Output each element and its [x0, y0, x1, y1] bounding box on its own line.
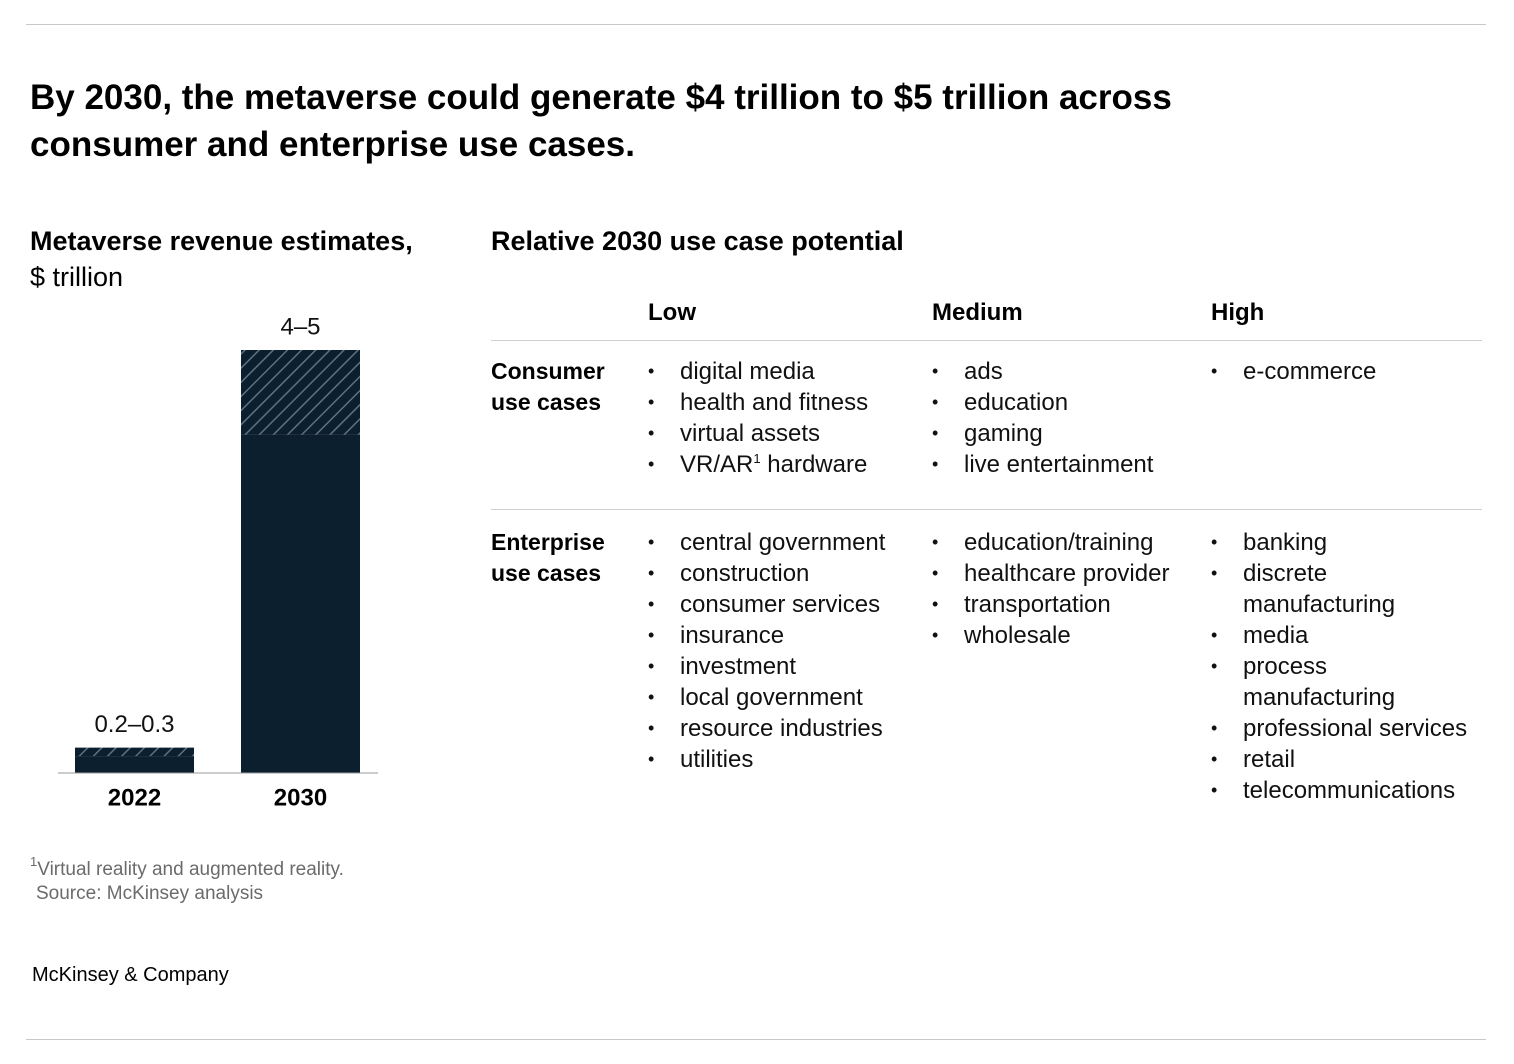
use-case: e-commerce — [1211, 356, 1481, 387]
use-case-list: central governmentconstructionconsumer s… — [648, 527, 928, 775]
x-tick-label: 2030 — [274, 784, 327, 811]
use-case: digital media — [648, 356, 928, 387]
use-case: resource industries — [648, 713, 928, 744]
use-case: professional services — [1211, 713, 1481, 744]
use-case: ads — [932, 356, 1202, 387]
use-case: discrete manufacturing — [1211, 558, 1481, 620]
use-case: health and fitness — [648, 387, 928, 418]
use-case: consumer services — [648, 589, 928, 620]
bar-solid — [241, 434, 360, 773]
column-header: Medium — [932, 299, 1023, 326]
table-title: Relative 2030 use case potential — [491, 226, 904, 256]
use-case: healthcare provider — [932, 558, 1202, 589]
use-case-list: digital mediahealth and fitnessvirtual a… — [648, 356, 928, 480]
use-case: gaming — [932, 418, 1202, 449]
footnote-marker: 1 — [30, 854, 38, 869]
row-label: Consumer use cases — [491, 358, 605, 415]
top-rule — [26, 24, 1486, 25]
use-case: telecommunications — [1211, 775, 1481, 806]
value-label: 4–5 — [280, 313, 320, 340]
use-case: banking — [1211, 527, 1481, 558]
use-case: wholesale — [932, 620, 1202, 651]
column-header: Low — [648, 299, 696, 326]
use-case: VR/AR1 hardware — [648, 449, 928, 480]
use-case-list: education/traininghealthcare providertra… — [932, 527, 1202, 651]
use-case: live entertainment — [932, 449, 1202, 480]
use-case: investment — [648, 651, 928, 682]
x-tick-label: 2022 — [108, 784, 161, 811]
footnote-text: Virtual reality and augmented reality. — [37, 859, 344, 880]
use-case: transportation — [932, 589, 1202, 620]
footnote: 1Virtual reality and augmented reality. … — [30, 855, 344, 906]
column-header: High — [1211, 299, 1265, 326]
row-label: Enterprise use cases — [491, 529, 605, 586]
row-divider — [491, 509, 1482, 510]
footnote-line: 1Virtual reality and augmented reality. — [30, 855, 344, 882]
footnote-marker: 1 — [753, 451, 761, 466]
brand: McKinsey & Company — [32, 964, 229, 986]
use-case-list: e-commerce — [1211, 356, 1481, 387]
use-case: education — [932, 387, 1202, 418]
use-case: central government — [648, 527, 928, 558]
chart-subtitle: $ trillion — [30, 262, 124, 292]
use-case: retail — [1211, 744, 1481, 775]
source: Source: McKinsey analysis — [36, 883, 264, 904]
use-case: local government — [648, 682, 928, 713]
row-divider — [491, 340, 1482, 341]
bottom-rule — [26, 1039, 1486, 1040]
title: By 2030, the metaverse could generate $4… — [30, 78, 1172, 164]
use-case: insurance — [648, 620, 928, 651]
use-case-text: VR/AR — [680, 451, 754, 478]
use-case-list: adseducationgaminglive entertainment — [932, 356, 1202, 480]
bar-range — [241, 350, 360, 435]
use-case-text: hardware — [760, 451, 868, 478]
bar-range — [75, 747, 194, 757]
use-case-list: bankingdiscrete manufacturingmediaproces… — [1211, 527, 1481, 806]
chart-title: Metaverse revenue estimates, — [30, 226, 413, 256]
chart: 0.2–0.3 2022 4–5 2030 — [58, 313, 378, 811]
use-case: construction — [648, 558, 928, 589]
use-case: virtual assets — [648, 418, 928, 449]
bar-solid — [75, 756, 194, 773]
value-label: 0.2–0.3 — [94, 711, 174, 738]
use-case: process manufacturing — [1211, 651, 1481, 713]
use-case: education/training — [932, 527, 1202, 558]
use-case: utilities — [648, 744, 928, 775]
use-case: media — [1211, 620, 1481, 651]
